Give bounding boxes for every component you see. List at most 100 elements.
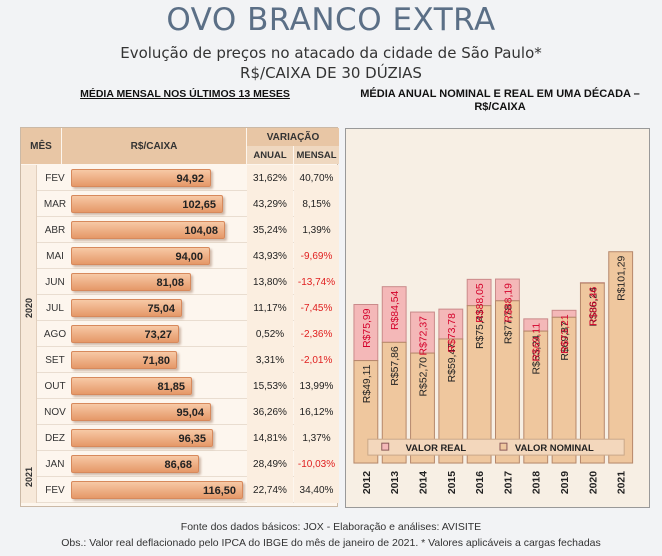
nominal-value-label: R$69,87 bbox=[560, 321, 571, 361]
table-row: FEV 94,92 31,62% 40,70% bbox=[37, 165, 339, 191]
monthly-variation: -2,01% bbox=[294, 347, 339, 373]
monthly-variation: -13,74% bbox=[294, 269, 339, 295]
annual-variation: 22,74% bbox=[247, 477, 293, 503]
header-monthly: MENSAL bbox=[294, 146, 339, 164]
real-value-label: R$72,37 bbox=[418, 316, 429, 356]
price-value: 81,08 bbox=[156, 277, 184, 289]
nominal-value-bar bbox=[438, 338, 464, 464]
monthly-variation: -10,03% bbox=[294, 451, 339, 477]
monthly-variation: 40,70% bbox=[294, 165, 339, 191]
x-tick-label: 2015 bbox=[447, 471, 458, 494]
table-row: JUL 75,04 11,17% -7,45% bbox=[37, 295, 339, 321]
footer-note: Obs.: Valor real deflacionado pelo IPCA … bbox=[61, 537, 601, 549]
unit-label: R$/CAIXA DE 30 DÚZIAS bbox=[240, 64, 422, 82]
annual-variation: 36,26% bbox=[247, 399, 293, 425]
annual-variation: 43,29% bbox=[247, 191, 293, 217]
table-row: DEZ 96,35 14,81% 1,37% bbox=[37, 425, 339, 451]
annual-variation: 35,24% bbox=[247, 217, 293, 243]
x-tick-label: 2016 bbox=[475, 471, 486, 494]
price-bar: 71,80 bbox=[71, 351, 177, 369]
annual-variation: 28,49% bbox=[247, 451, 293, 477]
nominal-value-label: R$101,29 bbox=[617, 256, 628, 301]
table-row: JUN 81,08 13,80% -13,74% bbox=[37, 269, 339, 295]
table-row: OUT 81,85 15,53% 13,99% bbox=[37, 373, 339, 399]
nominal-value-bar bbox=[410, 352, 435, 464]
x-tick-label: 2012 bbox=[362, 471, 373, 494]
table-row: JAN 86,68 28,49% -10,03% bbox=[37, 451, 339, 477]
annual-variation: 43,93% bbox=[247, 243, 293, 269]
chart-subtitle: Evolução de preços no atacado da cidade … bbox=[120, 44, 542, 62]
price-value: 73,27 bbox=[144, 329, 172, 341]
table-row: MAI 94,00 43,93% -9,69% bbox=[37, 243, 339, 269]
nominal-value-label: R$49,11 bbox=[362, 364, 373, 403]
annual-variation: 13,80% bbox=[247, 269, 293, 295]
monthly-variation: -2,36% bbox=[294, 321, 339, 347]
monthly-variation: 16,12% bbox=[294, 399, 339, 425]
month-label: SET bbox=[45, 354, 65, 366]
real-value-label: R$73,78 bbox=[447, 313, 458, 353]
monthly-variation: 13,99% bbox=[294, 373, 339, 399]
month-label: JAN bbox=[45, 458, 65, 470]
price-bar: 73,27 bbox=[71, 325, 179, 343]
x-tick-label: 2021 bbox=[617, 471, 628, 494]
price-value: 102,65 bbox=[182, 199, 216, 211]
price-value: 94,00 bbox=[175, 251, 203, 263]
real-value-label: R$88,05 bbox=[475, 283, 486, 323]
year-label: 2020 bbox=[24, 297, 34, 319]
annual-variation: 11,17% bbox=[247, 295, 293, 321]
nominal-value-label: R$77,78 bbox=[503, 305, 514, 345]
nominal-value-bar bbox=[381, 341, 407, 464]
nominal-value-bar bbox=[608, 251, 634, 464]
header-variation: VARIAÇÃO bbox=[247, 128, 339, 146]
x-tick-label: 2018 bbox=[532, 471, 543, 494]
real-value-label: R$75,99 bbox=[362, 308, 373, 348]
nominal-value-bar bbox=[579, 282, 605, 464]
price-value: 75,04 bbox=[147, 303, 175, 315]
x-tick-label: 2019 bbox=[560, 471, 571, 494]
month-label: FEV bbox=[45, 484, 65, 496]
monthly-variation: 1,37% bbox=[294, 425, 339, 451]
price-value: 116,50 bbox=[202, 485, 236, 497]
left-section-title: MÉDIA MENSAL NOS ÚLTIMOS 13 MESES bbox=[80, 88, 290, 100]
nominal-value-label: R$86,24 bbox=[588, 287, 599, 327]
nominal-value-label: R$52,70 bbox=[418, 357, 429, 397]
legend-nominal-label: VALOR NOMINAL bbox=[515, 442, 594, 453]
legend-real-label: VALOR REAL bbox=[406, 442, 467, 453]
real-value-label: R$86,46 bbox=[588, 286, 599, 326]
monthly-variation: -9,69% bbox=[294, 243, 339, 269]
month-label: NOV bbox=[44, 406, 66, 418]
year-label: 2021 bbox=[24, 466, 34, 488]
table-row: AGO 73,27 0,52% -2,36% bbox=[37, 321, 339, 347]
month-label: JUL bbox=[46, 302, 64, 314]
price-bar: 81,85 bbox=[71, 377, 192, 395]
monthly-variation: 34,40% bbox=[294, 477, 339, 503]
price-bar: 96,35 bbox=[71, 429, 213, 447]
monthly-variation: -7,45% bbox=[294, 295, 339, 321]
nominal-value-label: R$57,86 bbox=[390, 346, 401, 386]
price-bar: 95,04 bbox=[71, 403, 211, 421]
month-label: OUT bbox=[44, 380, 66, 392]
real-value-label: R$88,19 bbox=[503, 283, 514, 323]
month-label: MAR bbox=[43, 198, 67, 210]
price-value: 104,08 bbox=[184, 225, 218, 237]
year-column bbox=[21, 451, 37, 503]
price-bar: 94,92 bbox=[71, 169, 211, 187]
nominal-value-bar bbox=[466, 305, 492, 464]
annual-price-chart: R$49,11 R$75,99 2012 R$57,86 R$84,54 2013 R$52… bbox=[345, 128, 650, 508]
price-value: 71,80 bbox=[142, 355, 170, 367]
annual-variation: 15,53% bbox=[247, 373, 293, 399]
month-label: JUN bbox=[45, 276, 65, 288]
nominal-value-bar bbox=[353, 360, 379, 464]
price-value: 96,35 bbox=[178, 433, 206, 445]
legend-box bbox=[367, 438, 625, 456]
price-bar: 94,00 bbox=[71, 247, 210, 265]
real-value-label: R$73,21 bbox=[560, 314, 571, 354]
monthly-price-table: MÊS R$/CAIXA VARIAÇÃO ANUAL MENSAL 2020 2… bbox=[20, 127, 339, 507]
monthly-variation: 8,15% bbox=[294, 191, 339, 217]
legend-real-swatch bbox=[381, 442, 390, 451]
month-label: FEV bbox=[45, 172, 65, 184]
x-tick-label: 2017 bbox=[503, 471, 514, 494]
footer-source: Fonte dos dados básicos: JOX - Elaboraçã… bbox=[180, 521, 482, 533]
table-row: NOV 95,04 36,26% 16,12% bbox=[37, 399, 339, 425]
month-label: DEZ bbox=[45, 432, 65, 444]
